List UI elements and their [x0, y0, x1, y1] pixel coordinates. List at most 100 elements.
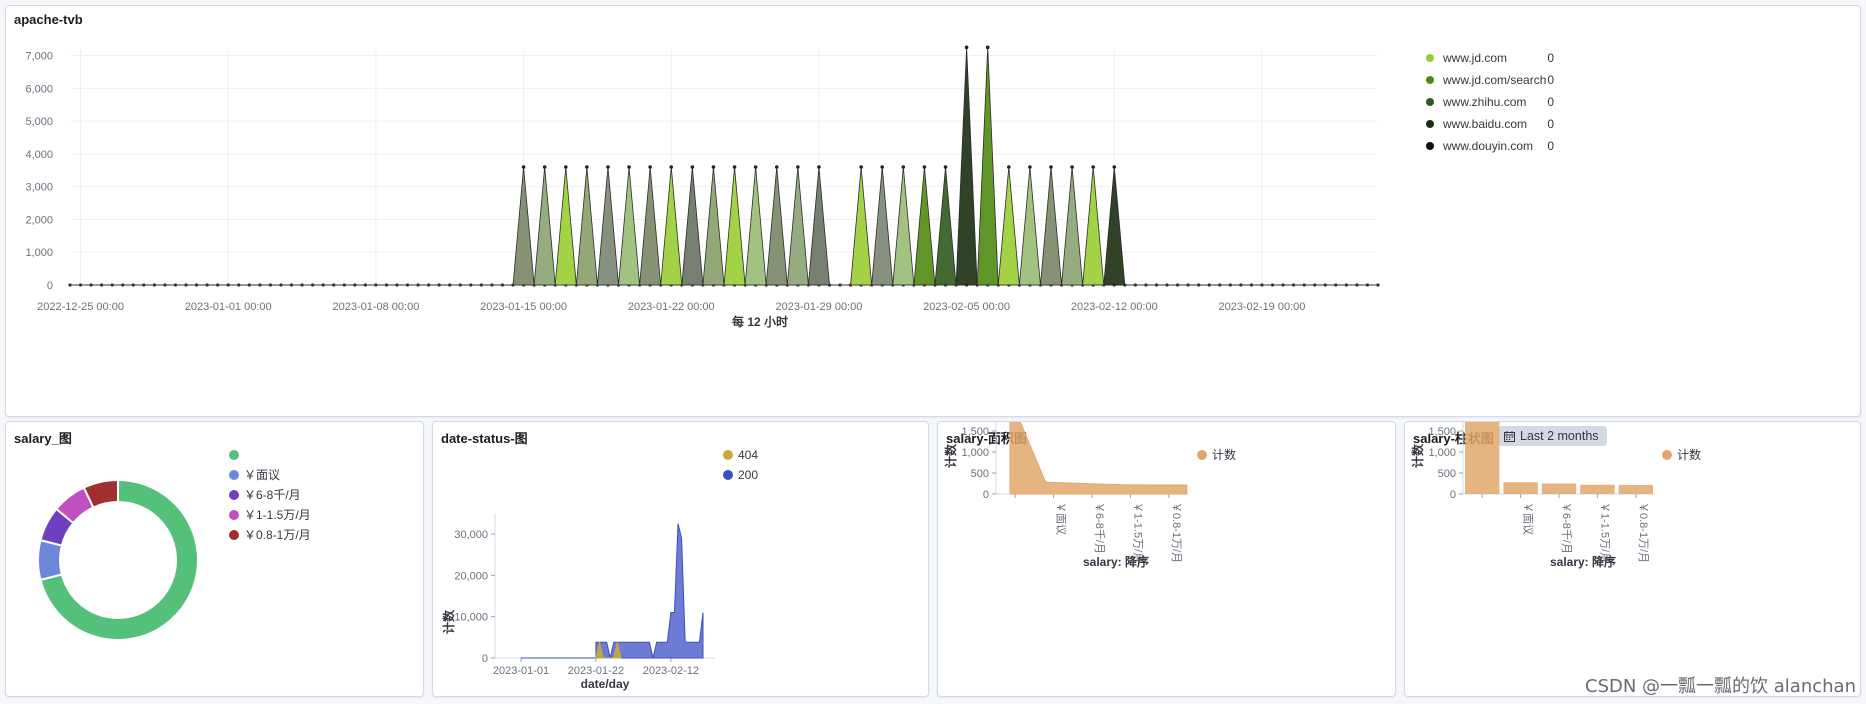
- pie-slice: [37, 538, 64, 582]
- data-point: [1302, 283, 1306, 287]
- spike-area: [1018, 166, 1041, 286]
- data-point: [237, 283, 241, 287]
- y-tick-label: 6,000: [25, 83, 53, 95]
- data-point: [1197, 283, 1201, 287]
- legend-label: ￥6-8千/月: [244, 488, 301, 502]
- data-point: [395, 283, 399, 287]
- panel-date-status: date-status-图 0 10,000 20,000 30,000 2023-01…: [432, 421, 929, 697]
- data-point: [1165, 283, 1169, 287]
- x-tick-label: 2023-01-08 00:00: [332, 301, 419, 313]
- bar: [1541, 483, 1577, 494]
- x-tick-label: 2023-01-29 00:00: [776, 301, 863, 313]
- x-axis-title: date/day: [581, 677, 630, 691]
- legend-label: ￥面议: [244, 468, 280, 482]
- y-tick-label: 0: [482, 653, 488, 665]
- data-point: [542, 165, 547, 169]
- data-point: [374, 283, 378, 287]
- data-point: [448, 283, 452, 287]
- legend-label: 计数: [1677, 447, 1701, 462]
- data-point: [194, 283, 199, 287]
- data-point: [332, 283, 336, 287]
- area-chart: 05001,0001,5002,000计数￥面议￥6-8千/月￥1-1.5万/月…: [943, 422, 1236, 569]
- data-point: [690, 165, 695, 169]
- x-tick-label: 2023-01-01: [493, 665, 549, 677]
- chart-content: 05001,0001,5002,000计数￥面议￥6-8千/月￥1-1.5万/月…: [1410, 422, 1701, 569]
- data-point: [1070, 165, 1074, 169]
- data-point: [1218, 283, 1222, 287]
- data-point: [1007, 165, 1011, 169]
- y-tick-label: 3,000: [25, 182, 53, 194]
- legend-value: 0: [1547, 51, 1554, 65]
- y-tick-label: 4,000: [25, 149, 53, 161]
- data-point: [279, 283, 283, 287]
- data-point: [458, 283, 462, 287]
- data-point: [606, 165, 610, 169]
- data-point: [774, 165, 779, 169]
- x-tick-label: 2023-01-22: [568, 665, 624, 677]
- legend-swatch: [229, 510, 239, 520]
- data-point: [1186, 283, 1190, 287]
- legend-label: www.jd.com/search: [1442, 73, 1546, 87]
- y-tick-label: 0: [983, 489, 989, 501]
- data-point: [427, 283, 431, 287]
- legend-label: www.zhihu.com: [1442, 95, 1526, 109]
- data-point: [1313, 283, 1317, 287]
- bar: [1618, 484, 1653, 494]
- data-point: [922, 165, 927, 169]
- data-point: [78, 283, 83, 287]
- data-point: [711, 165, 716, 169]
- data-point: [859, 165, 863, 169]
- spike-area: [744, 166, 767, 286]
- x-tick-label: ￥1-1.5万/月: [1598, 502, 1610, 563]
- spike-area: [533, 166, 556, 286]
- spike-area: [871, 166, 894, 286]
- data-point: [1249, 283, 1254, 287]
- legend-label: ￥1-1.5万/月: [244, 508, 311, 522]
- data-point: [121, 283, 125, 287]
- panel-title: date-status-图: [441, 431, 528, 446]
- spike-area: [723, 166, 746, 286]
- spike-area: [997, 166, 1020, 286]
- spike-area: [660, 166, 683, 286]
- y-tick-label: 1,500: [961, 426, 989, 438]
- panel-title: salary-面积图: [946, 431, 1027, 446]
- data-point: [1175, 283, 1180, 287]
- spike-area: [575, 166, 598, 286]
- data-point: [732, 165, 737, 169]
- data-point: [1049, 165, 1053, 169]
- spike-area: [955, 47, 978, 286]
- legend-swatch: [1197, 450, 1207, 460]
- data-point: [205, 283, 209, 287]
- spike-area: [702, 166, 725, 286]
- data-point: [416, 283, 420, 287]
- x-tick-label: 2023-02-19 00:00: [1219, 301, 1306, 313]
- panel-title: apache-tvb: [14, 12, 83, 27]
- x-tick-label: 2023-01-15 00:00: [480, 301, 567, 313]
- pie-slice: [82, 478, 119, 509]
- data-point: [1239, 283, 1243, 287]
- y-tick-label: 500: [971, 468, 989, 480]
- y-axis-title: 计数: [943, 443, 958, 468]
- y-tick-label: 20,000: [454, 570, 488, 582]
- y-axis-title: 计数: [441, 609, 456, 634]
- data-point: [437, 283, 441, 287]
- data-point: [479, 283, 483, 287]
- legend-value: 0: [1547, 73, 1554, 87]
- spike-area: [850, 166, 873, 286]
- data-point: [1144, 283, 1148, 287]
- x-tick-label: ￥1-1.5万/月: [1131, 502, 1143, 563]
- data-point: [289, 283, 294, 287]
- y-tick-label: 0: [1450, 489, 1456, 501]
- data-point: [1355, 283, 1359, 287]
- data-point: [943, 165, 948, 169]
- time-range-badge[interactable]: Last 2 months: [1498, 426, 1607, 446]
- watermark: CSDN @一瓢一瓢的饮 alanchan: [1585, 676, 1856, 697]
- legend-label: www.douyin.com: [1442, 139, 1533, 153]
- data-point: [901, 165, 906, 169]
- donut-chart: ￥面议 ￥6-8千/月 ￥1-1.5万/月 ￥0.8-1万/月: [37, 450, 311, 641]
- legend-swatch: [1426, 54, 1434, 62]
- spike-area: [807, 166, 830, 286]
- data-point: [163, 283, 167, 287]
- data-point: [669, 165, 674, 169]
- legend-swatch: [1426, 120, 1434, 128]
